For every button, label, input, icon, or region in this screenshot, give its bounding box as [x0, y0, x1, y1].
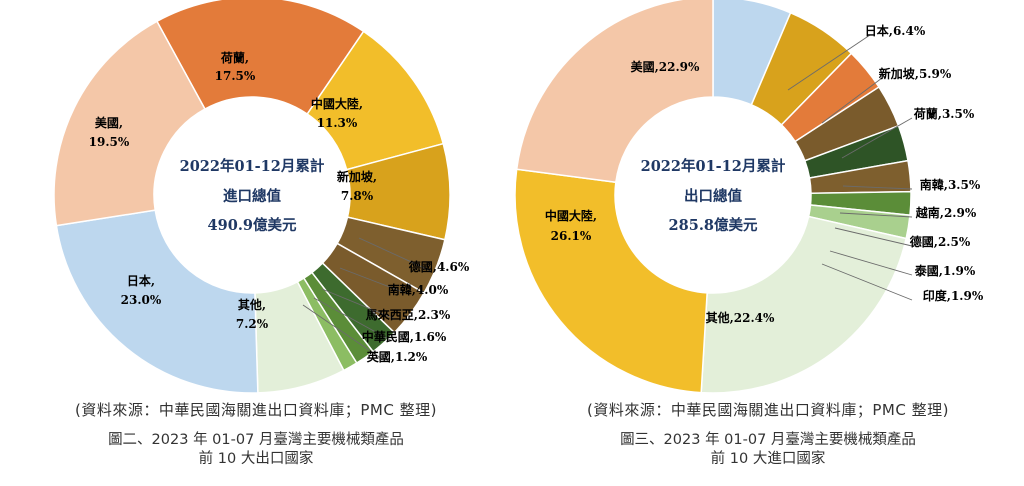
chart2-caption-line1: 圖三、2023 年 01-07 月臺灣主要機械類產品: [620, 432, 916, 448]
chart2-leader-line-1: [821, 77, 883, 124]
chart2-leader-line-7: [821, 263, 913, 301]
chart1-leader-line-3: [358, 237, 432, 272]
chart2-label-6: 泰國,1.9%: [914, 263, 976, 278]
chart2-source-note: (資料來源：中華民國海關進出口資料庫；PMC 整理): [587, 401, 949, 419]
chart1-slice-0: [155, 0, 365, 116]
chart1-label-7: 英國,1.2%: [367, 349, 428, 364]
chart1-value-label-9: 23.0%: [121, 293, 162, 307]
chart1-label-10: 美國,: [95, 115, 123, 130]
chart2-caption-line2: 前 10 大進口國家: [710, 451, 826, 467]
chart2-label-8: 其他,22.4%: [706, 310, 775, 325]
chart2-leader-line-4: [839, 212, 913, 218]
chart2-leader-line-6: [829, 250, 913, 276]
chart1-value-label-1: 11.3%: [317, 116, 358, 130]
chart2-label-4: 越南,2.9%: [915, 205, 977, 220]
chart2-label-7: 印度,1.9%: [923, 288, 984, 303]
chart1-label-5: 馬來西亞,2.3%: [366, 307, 451, 322]
chart1-leader-line-6: [313, 297, 393, 342]
chart1-caption-line2: 前 10 大出口國家: [198, 451, 314, 467]
chart1-center-line1: 2022年01-12月累計: [180, 157, 325, 175]
chart1-value-label-8: 7.2%: [236, 317, 269, 331]
chart1-leader-line-4: [339, 267, 409, 295]
chart1-caption-line1: 圖二、2023 年 01-07 月臺灣主要機械類產品: [108, 432, 404, 448]
chart2-center-line3: 285.8億美元: [669, 216, 758, 234]
chart1-label-3: 德國,4.6%: [409, 259, 470, 274]
chart1-label-1: 中國大陸,: [311, 96, 363, 111]
chart2-center-line1: 2022年01-12月累計: [641, 157, 786, 175]
chart1-value-label-10: 19.5%: [89, 135, 130, 149]
chart2-label-5: 德國,2.5%: [910, 234, 971, 249]
chart1-value-label-2: 7.8%: [341, 189, 374, 203]
chart1-label-2: 新加坡,: [337, 169, 377, 184]
chart1-leader-line-7: [302, 304, 386, 362]
chart2-label-3: 南韓,3.5%: [920, 177, 981, 192]
chart1-caption: 圖二、2023 年 01-07 月臺灣主要機械類產品 前 10 大出口國家: [0, 431, 512, 469]
chart2-caption: 圖三、2023 年 01-07 月臺灣主要機械類產品 前 10 大進口國家: [512, 431, 1024, 469]
chart1-source-note: (資料來源：中華民國海關進出口資料庫；PMC 整理): [75, 401, 437, 419]
chart2-leader-line-2: [841, 117, 913, 159]
chart1-center-line2: 進口總值: [223, 187, 281, 205]
chart2-label-9: 中國大陸,: [545, 208, 597, 223]
chart2-value-label-9: 26.1%: [551, 229, 592, 243]
chart1-slice-10: [53, 20, 206, 227]
chart2-label-10: 美國,22.9%: [631, 59, 700, 74]
chart2-slice-9: [514, 168, 708, 394]
chart2-slice-8: [700, 215, 908, 394]
chart1-slice-9: [55, 209, 259, 394]
chart1-leader-line-5: [321, 288, 396, 320]
chart2-slice-10: [515, 0, 714, 184]
chart1-donut: [53, 0, 451, 394]
chart2-donut: [514, 0, 912, 394]
chart2-label-1: 新加坡,5.9%: [879, 66, 952, 81]
chart1-label-9: 日本,: [127, 273, 155, 288]
chart1-value-label-0: 17.5%: [215, 69, 256, 83]
chart1-label-6: 中華民國,1.6%: [362, 329, 447, 344]
chart2-leader-line-3: [842, 185, 913, 190]
chart1-label-4: 南韓,4.0%: [388, 282, 449, 297]
chart2-label-0: 日本,6.4%: [865, 23, 926, 38]
chart2-label-2: 荷蘭,3.5%: [913, 106, 975, 121]
chart2-leader-line-0: [787, 34, 871, 91]
chart2-leader-line-5: [834, 227, 913, 247]
chart2-center-line2: 出口總值: [684, 187, 742, 205]
chart1-label-0: 荷蘭,: [220, 50, 249, 65]
chart1-center-line3: 490.9億美元: [208, 216, 297, 234]
chart1-label-8: 其他,: [238, 297, 266, 312]
